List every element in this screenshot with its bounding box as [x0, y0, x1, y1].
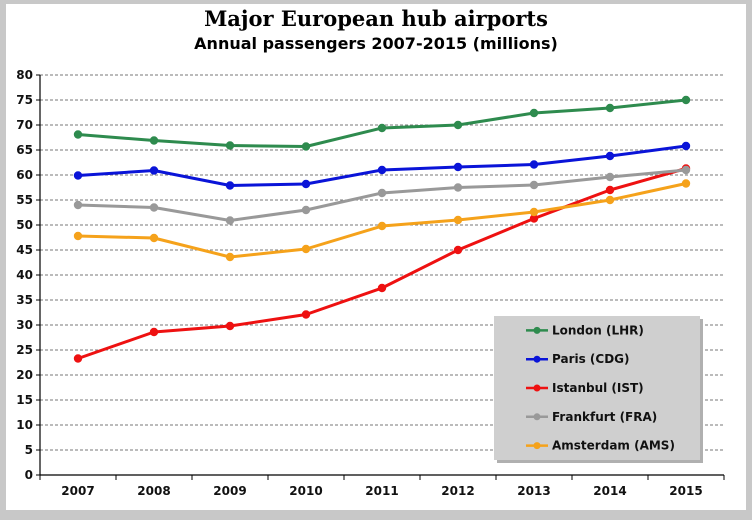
- x-tick-label: 2012: [441, 484, 474, 498]
- data-point: [225, 141, 235, 150]
- x-tick-label: 2013: [517, 484, 550, 498]
- x-tick-label: 2015: [669, 484, 702, 498]
- data-point: [149, 233, 159, 243]
- x-tick-label: 2010: [289, 484, 322, 498]
- series-4: [73, 179, 691, 262]
- data-point: [149, 136, 159, 145]
- legend-entry: London (LHR): [526, 323, 644, 337]
- legend-label: Frankfurt (FRA): [552, 410, 657, 424]
- data-point: [453, 120, 463, 130]
- data-point: [225, 321, 235, 331]
- data-point: [73, 231, 83, 241]
- data-point: [73, 130, 83, 139]
- data-point: [225, 181, 235, 190]
- data-point: [681, 179, 691, 188]
- y-tick-label: 20: [16, 368, 33, 382]
- data-point: [301, 179, 311, 189]
- y-tick-label: 25: [16, 343, 33, 357]
- data-point: [605, 195, 615, 205]
- data-point: [377, 165, 387, 175]
- y-tick-label: 15: [16, 393, 33, 407]
- data-point: [529, 108, 539, 118]
- series-1: [73, 141, 691, 190]
- x-tick-label: 2008: [137, 484, 170, 498]
- chart-subtitle: Annual passengers 2007-2015 (millions): [194, 34, 558, 53]
- data-point: [225, 216, 235, 225]
- chart-frame: Major European hub airports Annual passe…: [6, 4, 746, 510]
- legend-label: Amsterdam (AMS): [552, 439, 675, 453]
- series-line: [77, 98, 687, 148]
- y-tick-label: 50: [16, 218, 33, 232]
- data-point: [529, 214, 539, 223]
- series-lines: [73, 95, 691, 363]
- x-tick-label: 2009: [213, 484, 246, 498]
- y-tick-label: 5: [25, 443, 33, 457]
- legend-label: Paris (CDG): [552, 352, 630, 366]
- legend-entry: Frankfurt (FRA): [526, 410, 657, 424]
- legend-label: London (LHR): [552, 323, 644, 337]
- data-point: [681, 95, 691, 105]
- legend-entry: Amsterdam (AMS): [526, 439, 675, 453]
- data-point: [225, 252, 235, 262]
- legend-swatch-marker: [533, 326, 541, 334]
- data-point: [453, 215, 463, 225]
- data-point: [301, 142, 311, 151]
- legend-entry: Istanbul (IST): [526, 381, 644, 395]
- chart-title: Major European hub airports: [204, 6, 548, 31]
- data-point: [149, 327, 159, 337]
- data-point: [453, 183, 463, 192]
- data-point: [605, 185, 615, 195]
- x-tick-label: 2011: [365, 484, 398, 498]
- data-point: [149, 166, 159, 175]
- data-point: [301, 310, 311, 319]
- data-point: [681, 141, 691, 151]
- y-tick-label: 60: [16, 168, 33, 182]
- data-point: [605, 172, 615, 182]
- y-tick-label: 70: [16, 118, 33, 132]
- y-tick-label: 75: [16, 93, 33, 107]
- y-tick-label: 10: [16, 418, 33, 432]
- chart-canvas: Major European hub airports Annual passe…: [16, 6, 725, 498]
- data-point: [453, 245, 463, 255]
- data-point: [301, 205, 311, 215]
- legend-swatch-marker: [533, 355, 541, 363]
- data-point: [149, 203, 159, 212]
- series-0: [73, 95, 691, 151]
- legend-swatch-marker: [533, 413, 541, 421]
- data-point: [377, 221, 387, 231]
- y-tick-label: 40: [16, 268, 33, 282]
- y-tick-label: 65: [16, 143, 33, 157]
- data-point: [529, 180, 539, 190]
- data-point: [681, 165, 691, 175]
- data-point: [605, 103, 615, 113]
- legend-swatch-marker: [533, 442, 541, 450]
- y-axis-ticks: 0 5 10 15 20 25 30 35 40 45 50 55 60 65 70 75 80: [16, 68, 40, 482]
- y-tick-label: 80: [16, 68, 33, 82]
- x-axis-ticks: 2007 2008 2009 2010 2011 2012 2013 2014 2015: [39, 475, 725, 498]
- y-tick-label: 45: [16, 243, 33, 257]
- y-tick-label: 0: [25, 468, 33, 482]
- data-point: [377, 123, 387, 133]
- data-point: [73, 354, 83, 363]
- y-tick-label: 55: [16, 193, 33, 207]
- data-point: [529, 207, 539, 217]
- data-point: [453, 162, 463, 172]
- data-point: [73, 200, 83, 210]
- legend: London (LHR) Paris (CDG) Istanbul (IST) Fra…: [494, 316, 703, 463]
- series-3: [73, 165, 691, 225]
- legend-label: Istanbul (IST): [552, 381, 644, 395]
- data-point: [529, 160, 539, 169]
- y-tick-label: 30: [16, 318, 33, 332]
- data-point: [301, 244, 311, 254]
- data-point: [377, 283, 387, 293]
- data-point: [73, 171, 83, 180]
- data-point: [377, 188, 387, 198]
- legend-entry: Paris (CDG): [526, 352, 630, 366]
- y-tick-label: 35: [16, 293, 33, 307]
- x-tick-label: 2014: [593, 484, 626, 498]
- x-tick-label: 2007: [61, 484, 94, 498]
- data-point: [605, 151, 615, 161]
- legend-swatch-marker: [533, 384, 541, 392]
